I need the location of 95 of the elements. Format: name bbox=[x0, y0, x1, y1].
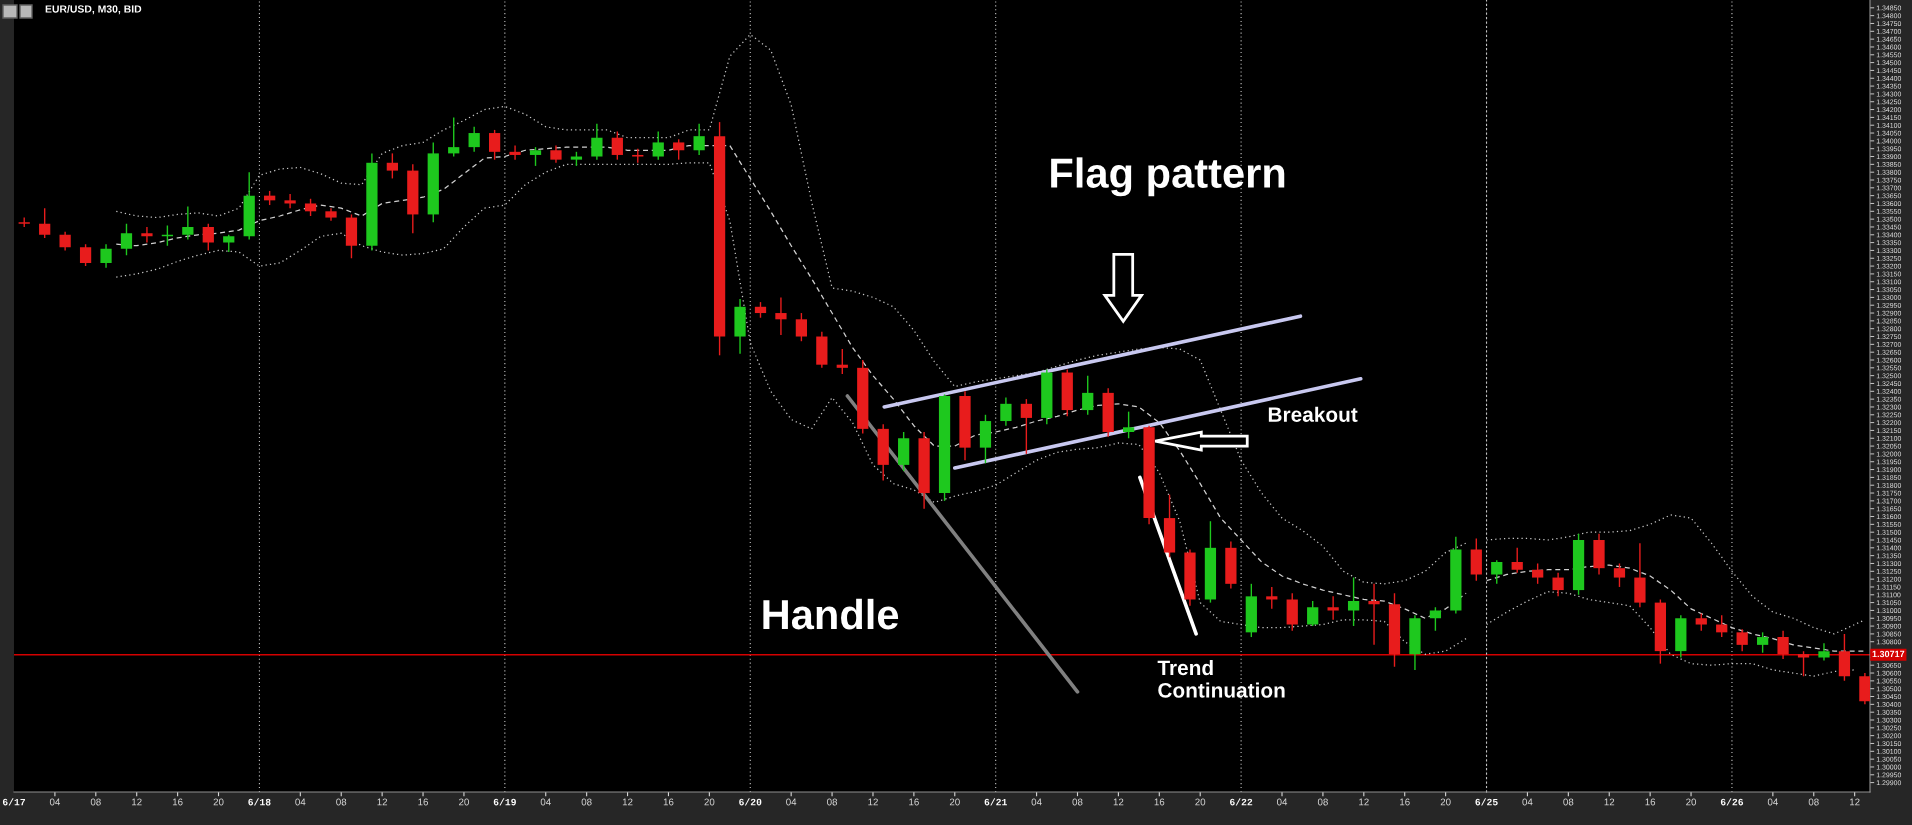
x-tick-label: 6/25 bbox=[1475, 798, 1498, 806]
x-tick-label: 08 bbox=[581, 798, 592, 806]
candlestick bbox=[120, 223, 133, 256]
x-tick-label: 12 bbox=[868, 798, 878, 806]
candlestick bbox=[141, 226, 153, 244]
candlestick bbox=[611, 130, 623, 161]
x-tick-label: 20 bbox=[1686, 798, 1697, 806]
candlestick bbox=[468, 126, 480, 153]
candlestick bbox=[448, 116, 460, 158]
annotation: Handle bbox=[763, 598, 899, 630]
candlestick bbox=[652, 130, 664, 161]
candlestick bbox=[775, 296, 787, 336]
x-tick-label: 6/17 bbox=[2, 798, 26, 806]
x-tick-label: 08 bbox=[1808, 798, 1819, 806]
candlestick bbox=[1797, 650, 1810, 677]
candlestick bbox=[1777, 630, 1789, 660]
x-tick-label: 04 bbox=[540, 798, 551, 806]
candlestick bbox=[1532, 562, 1544, 585]
x-tick-label: 6/19 bbox=[493, 798, 516, 806]
x-tick-label: 08 bbox=[1563, 798, 1574, 806]
x-tick-label: 04 bbox=[1767, 798, 1778, 806]
x-tick-label: 04 bbox=[1276, 798, 1288, 806]
x-tick-label: 6/26 bbox=[1720, 798, 1744, 806]
candlestick bbox=[59, 230, 71, 252]
x-tick-label: 16 bbox=[909, 798, 919, 806]
candlestick bbox=[39, 207, 51, 239]
candlestick bbox=[1020, 398, 1032, 455]
x-tick-label: 04 bbox=[1031, 798, 1042, 806]
x-tick-label: 04 bbox=[295, 798, 306, 806]
annotation: Trend Continuation bbox=[1157, 659, 1285, 698]
x-tick-label: 16 bbox=[1400, 798, 1410, 806]
candlestick bbox=[591, 122, 603, 161]
x-tick-label: 20 bbox=[1440, 798, 1451, 806]
candlestick bbox=[693, 122, 705, 156]
x-tick-label: 04 bbox=[786, 798, 797, 806]
candlestick bbox=[1327, 595, 1339, 621]
candlestick bbox=[1511, 547, 1523, 574]
candlestick bbox=[386, 152, 398, 180]
candlestick bbox=[202, 223, 214, 252]
x-tick-label: 16 bbox=[1154, 798, 1165, 806]
candlestick bbox=[529, 146, 542, 167]
x-tick-label: 08 bbox=[336, 798, 347, 806]
x-tick-label: 16 bbox=[172, 798, 183, 806]
x-tick-label: 6/22 bbox=[1230, 798, 1253, 806]
candlestick bbox=[1082, 374, 1094, 416]
candlestick bbox=[673, 138, 685, 161]
candlestick bbox=[1613, 562, 1626, 588]
x-tick-label: 20 bbox=[704, 798, 715, 806]
x-tick-label: 20 bbox=[213, 798, 224, 806]
x-tick-label: 20 bbox=[459, 798, 469, 806]
x-tick-label: 16 bbox=[663, 798, 674, 806]
x-tick-label: 08 bbox=[1317, 798, 1328, 806]
x-tick-label: 6/20 bbox=[739, 798, 762, 806]
x-tick-label: 16 bbox=[418, 798, 429, 806]
annotation: Breakout bbox=[1268, 406, 1358, 422]
x-tick-label: 16 bbox=[1645, 798, 1656, 806]
ref-line-label: 1.30717 bbox=[1872, 650, 1905, 658]
candlestick bbox=[1491, 559, 1503, 585]
candlestick bbox=[1123, 410, 1135, 439]
x-tick-label: 12 bbox=[1113, 798, 1124, 806]
candlestick bbox=[836, 348, 848, 375]
candlestick bbox=[509, 144, 521, 161]
candlestick bbox=[1429, 606, 1442, 632]
x-tick-label: 04 bbox=[1522, 798, 1533, 806]
x-tick-label: 6/18 bbox=[248, 798, 271, 806]
x-tick-label: 04 bbox=[49, 798, 61, 806]
candlestick bbox=[1368, 583, 1380, 646]
candlestick bbox=[182, 205, 194, 241]
candlestick bbox=[795, 312, 808, 342]
x-tick-label: 08 bbox=[827, 798, 838, 806]
x-tick-label: 20 bbox=[1195, 798, 1206, 806]
x-tick-label: 08 bbox=[1072, 798, 1083, 806]
x-tick-label: 6/21 bbox=[984, 798, 1007, 806]
candlestick bbox=[1552, 572, 1564, 598]
x-tick-label: 12 bbox=[1850, 798, 1860, 806]
x-tick-label: 08 bbox=[90, 798, 101, 806]
x-tick-label: 12 bbox=[377, 798, 388, 806]
candlestick bbox=[1736, 628, 1748, 652]
x-tick-label: 12 bbox=[1359, 798, 1369, 806]
candlestick bbox=[488, 129, 501, 161]
candlestick bbox=[1818, 642, 1830, 662]
candlestick bbox=[1000, 396, 1012, 427]
candlestick bbox=[284, 193, 296, 209]
chart-title: EUR/USD, M30, BID bbox=[45, 5, 142, 15]
candlestick bbox=[1347, 576, 1360, 627]
annotation: Flag pattern bbox=[1051, 157, 1285, 197]
x-tick-label: 12 bbox=[1604, 798, 1615, 806]
candlestick bbox=[1307, 600, 1319, 627]
x-tick-label: 20 bbox=[949, 798, 960, 806]
x-tick-label: 12 bbox=[622, 798, 633, 806]
candlestick bbox=[1757, 631, 1769, 654]
x-tick-label: 12 bbox=[132, 798, 142, 806]
candlestick bbox=[100, 243, 112, 269]
candlestick bbox=[1266, 586, 1278, 610]
candlestick bbox=[79, 243, 92, 267]
